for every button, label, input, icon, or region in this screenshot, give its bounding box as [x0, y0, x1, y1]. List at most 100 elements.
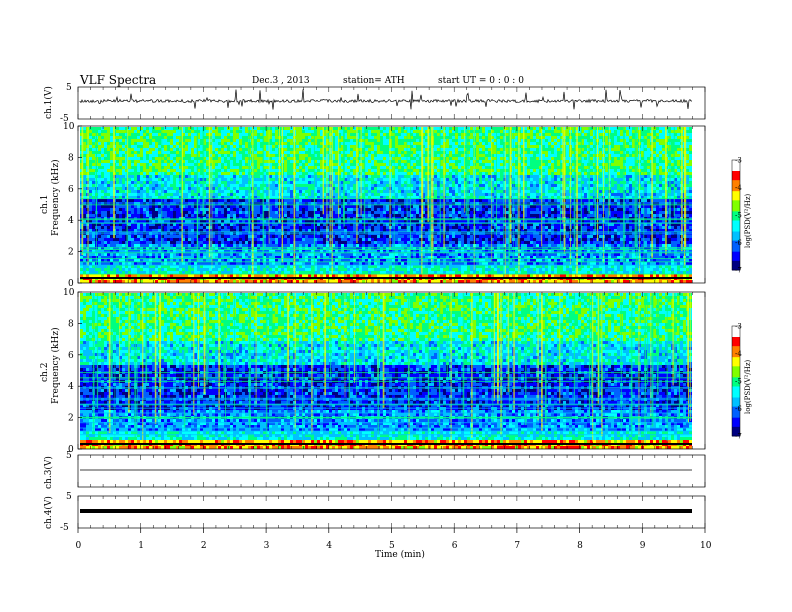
spectrogram-cell — [416, 136, 419, 139]
spectrogram-cell — [257, 139, 260, 142]
spectrogram-cell — [461, 166, 464, 169]
spectrogram-cell — [158, 166, 161, 169]
spectrogram-cell — [302, 136, 305, 139]
spectrogram-cell — [119, 157, 122, 160]
spectrogram-cell — [164, 130, 167, 133]
start-time-label: start UT = 0 : 0 : 0 — [438, 76, 524, 86]
spectrogram-cell — [401, 160, 404, 163]
spectrogram-cell — [266, 154, 269, 157]
spectrogram-cell — [164, 166, 167, 169]
spectrogram-cell — [275, 154, 278, 157]
spectrogram-cell — [239, 142, 242, 145]
spectrogram-cell — [617, 142, 620, 145]
spectrogram-cell — [194, 145, 197, 148]
spectrogram-cell — [236, 169, 239, 172]
spectrogram-cell — [566, 166, 569, 169]
spectrogram-cell — [176, 157, 179, 160]
spectrogram-cell — [101, 163, 104, 166]
spectrogram-cell — [230, 148, 233, 151]
spectrogram-cell — [617, 139, 620, 142]
spectrogram-cell — [458, 154, 461, 157]
spectrogram-cell — [317, 169, 320, 172]
spectrogram-cell — [107, 127, 110, 130]
spectrogram-cell — [548, 145, 551, 148]
spectrogram-cell — [404, 145, 407, 148]
spectrogram-cell — [116, 157, 119, 160]
spectrogram-cell — [296, 145, 299, 148]
spectrogram-cell — [500, 142, 503, 145]
spectrogram-cell — [92, 133, 95, 136]
spectrogram-cell — [143, 145, 146, 148]
spectrogram-cell — [305, 151, 308, 154]
spectrogram-cell — [188, 151, 191, 154]
spectrogram-cell — [626, 133, 629, 136]
spectrogram-cell — [155, 142, 158, 145]
spectrogram-cell — [437, 136, 440, 139]
spectrogram-cell — [335, 136, 338, 139]
spectrogram-cell — [677, 157, 680, 160]
spectrogram-cell — [413, 160, 416, 163]
spectrogram-cell — [98, 154, 101, 157]
spectrogram-cell — [227, 133, 230, 136]
spectrogram-cell — [92, 130, 95, 133]
spectrogram-cell — [239, 157, 242, 160]
spectrogram-cell — [257, 145, 260, 148]
spectrogram-cell — [128, 169, 131, 172]
spectrogram-cell — [317, 142, 320, 145]
spectrogram-cell — [485, 154, 488, 157]
spectrogram-cell — [155, 145, 158, 148]
spectrogram-cell — [317, 172, 320, 175]
spectrogram-cell — [164, 127, 167, 130]
spectrogram-cell — [266, 127, 269, 130]
spectrogram-cell — [656, 139, 659, 142]
spectrogram-cell — [224, 169, 227, 172]
spectrogram-cell — [548, 142, 551, 145]
spectrogram-cell — [476, 172, 479, 175]
spectrogram-cell — [164, 148, 167, 151]
spectrogram-cell — [233, 157, 236, 160]
spectrogram-cell — [488, 166, 491, 169]
spectrogram-cell — [347, 163, 350, 166]
spectrogram-cell — [578, 169, 581, 172]
spectrogram-cell — [296, 169, 299, 172]
spectrogram-cell — [239, 148, 242, 151]
spectrogram-cell — [302, 130, 305, 133]
spectrogram-cell — [224, 166, 227, 169]
spectrogram-cell — [677, 130, 680, 133]
spectrogram-cell — [449, 130, 452, 133]
spectrogram-cell — [590, 151, 593, 154]
spectrogram-cell — [380, 136, 383, 139]
spectrogram-cell — [308, 169, 311, 172]
spectrogram-cell — [302, 160, 305, 163]
spectrogram-cell — [173, 142, 176, 145]
spectrogram-cell — [476, 166, 479, 169]
spectrogram-cell — [647, 157, 650, 160]
spectrogram-cell — [377, 151, 380, 154]
spectrogram-cell — [614, 160, 617, 163]
spectrogram-cell — [554, 145, 557, 148]
spectrogram-cell — [227, 172, 230, 175]
spectrogram-cell — [401, 130, 404, 133]
spectrogram-cell — [269, 139, 272, 142]
spectrogram-cell — [476, 151, 479, 154]
spectrogram-cell — [245, 163, 248, 166]
spectrogram-cell — [413, 127, 416, 130]
spectrogram-cell — [365, 145, 368, 148]
spectrogram-cell — [554, 157, 557, 160]
spectrogram-cell — [632, 130, 635, 133]
spectrogram-cell — [527, 157, 530, 160]
spectrogram-cell — [398, 166, 401, 169]
spectrogram-cell — [485, 151, 488, 154]
spectrogram-cell — [449, 133, 452, 136]
spectrogram-cell — [530, 163, 533, 166]
spectrogram-cell — [350, 148, 353, 151]
spectrogram-cell — [173, 169, 176, 172]
spectrogram-cell — [461, 154, 464, 157]
spectrogram-cell — [605, 139, 608, 142]
spectrogram-cell — [311, 163, 314, 166]
spectrogram-cell — [497, 139, 500, 142]
spectrogram-cell — [497, 157, 500, 160]
spectrogram-cell — [614, 142, 617, 145]
spectrogram-cell — [230, 172, 233, 175]
spectrogram-cell — [272, 133, 275, 136]
